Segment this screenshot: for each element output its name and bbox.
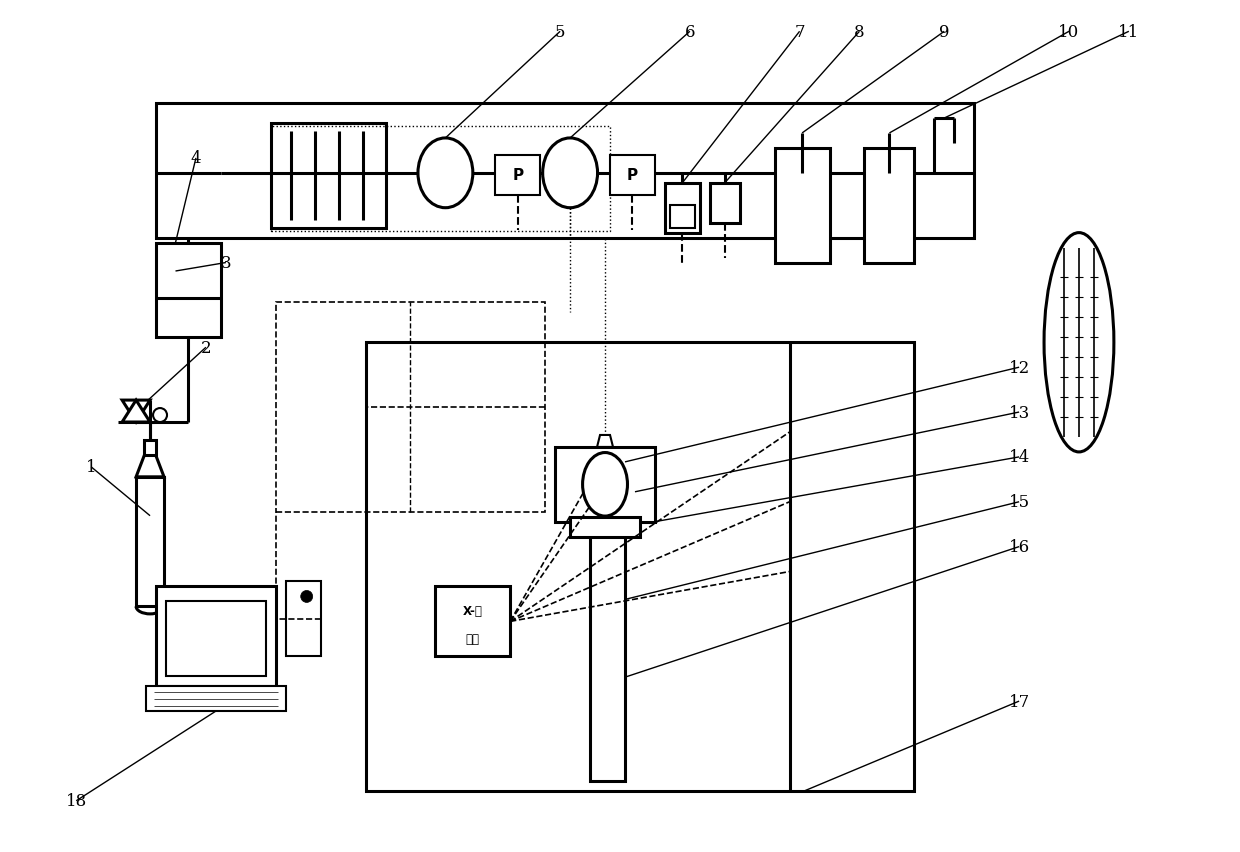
Bar [270, 127, 610, 232]
Bar [556, 447, 655, 522]
Text: 3: 3 [221, 255, 231, 272]
Text: 7: 7 [795, 24, 805, 41]
Bar [275, 303, 546, 512]
Text: 15: 15 [1008, 493, 1029, 510]
Bar [270, 124, 386, 228]
Text: 17: 17 [1008, 693, 1029, 710]
Text: 10: 10 [1059, 24, 1080, 41]
Bar [166, 602, 265, 676]
Text: 13: 13 [1008, 404, 1029, 421]
Bar [156, 104, 975, 239]
Bar [590, 522, 625, 781]
Bar [570, 517, 640, 537]
Text: 6: 6 [684, 24, 696, 41]
Polygon shape [136, 455, 164, 477]
Text: 18: 18 [66, 792, 87, 809]
Text: 14: 14 [1008, 449, 1029, 466]
Text: X-射: X-射 [463, 605, 482, 618]
Ellipse shape [583, 453, 627, 516]
Text: 9: 9 [939, 24, 950, 41]
Text: 1: 1 [86, 459, 97, 475]
Text: 8: 8 [854, 24, 864, 41]
Polygon shape [596, 435, 613, 447]
Bar [156, 587, 275, 687]
Text: 16: 16 [1008, 538, 1029, 556]
Bar [435, 587, 510, 657]
Bar [670, 206, 694, 228]
Text: 2: 2 [201, 339, 211, 356]
Text: 4: 4 [191, 150, 201, 167]
Text: P: P [512, 168, 523, 183]
Ellipse shape [1044, 233, 1114, 452]
Bar [610, 156, 655, 195]
Bar [285, 582, 321, 657]
Bar [136, 477, 164, 607]
Bar [864, 149, 914, 263]
Ellipse shape [418, 139, 472, 209]
Bar [156, 244, 221, 338]
Polygon shape [122, 400, 150, 423]
Circle shape [301, 590, 312, 602]
Bar [366, 343, 914, 791]
Bar [146, 687, 285, 711]
Bar [709, 183, 740, 223]
Bar [495, 156, 541, 195]
Text: P: P [627, 168, 639, 183]
Text: 12: 12 [1008, 360, 1029, 377]
Bar [775, 149, 830, 263]
Text: 线源: 线源 [466, 632, 480, 646]
Ellipse shape [543, 139, 598, 209]
Circle shape [153, 409, 167, 423]
Bar [145, 440, 156, 455]
Text: 11: 11 [1118, 24, 1140, 41]
Polygon shape [122, 400, 150, 423]
Text: 5: 5 [554, 24, 565, 41]
Bar [665, 183, 699, 233]
